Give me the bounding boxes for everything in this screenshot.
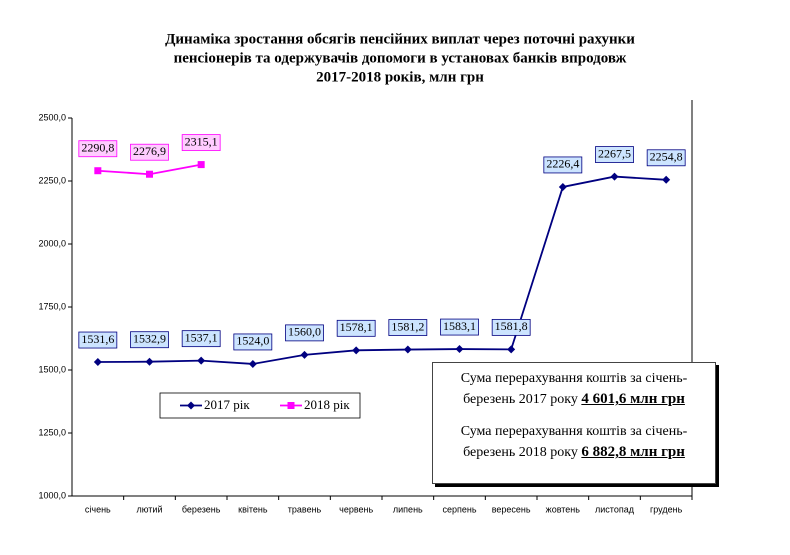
- data-label: 1581,2: [388, 319, 428, 336]
- x-tick-label: липень: [393, 504, 423, 514]
- x-tick-label: лютий: [137, 504, 163, 514]
- data-label: 1578,1: [336, 319, 376, 337]
- data-label-text: 1583,1: [443, 319, 476, 333]
- data-label: 1581,8: [491, 318, 531, 336]
- point: [403, 345, 412, 354]
- data-label-text: 1524,0: [236, 334, 269, 348]
- y-tick-label: 1000,0: [38, 490, 66, 500]
- y-tick-label: 1500,0: [38, 364, 66, 374]
- legend-marker: [187, 401, 195, 410]
- y-tick-label: 1250,0: [38, 427, 66, 437]
- data-label-text: 1537,1: [185, 330, 218, 344]
- chart-title: 2017-2018 років, млн грн: [316, 69, 484, 85]
- data-label-box: [233, 333, 273, 351]
- data-label-box: [181, 330, 221, 348]
- series-line: [97, 175, 667, 365]
- chart-title: пенсіонерів та одержувачів допомоги в ус…: [174, 50, 627, 66]
- chart-title: Динаміка зростання обсягів пенсійних вип…: [165, 31, 635, 47]
- data-label-box: [78, 140, 118, 158]
- data-label-box: [440, 318, 479, 336]
- data-label-text: 1578,1: [340, 320, 373, 334]
- x-tick-label: жовтень: [546, 504, 581, 514]
- data-label: 2267,5: [595, 146, 634, 163]
- x-tick-label: вересень: [492, 504, 531, 514]
- point: [507, 345, 516, 354]
- data-label-text: 2276,9: [133, 144, 166, 158]
- data-label: 2315,1: [181, 134, 221, 151]
- data-label: 2290,8: [78, 140, 118, 158]
- legend-marker: [287, 402, 295, 409]
- annotation: Сума перерахування коштів за січень-бере…: [437, 422, 711, 463]
- x-tick-label: січень: [85, 504, 111, 514]
- point: [94, 167, 102, 175]
- point: [145, 357, 154, 366]
- data-label-text: 1581,2: [391, 319, 424, 333]
- annotation-amount: 4 601,6 млн грн: [581, 391, 685, 407]
- point: [93, 358, 102, 367]
- data-label-box: [388, 319, 428, 336]
- point: [197, 356, 206, 365]
- annotation-box: Сума перерахування коштів за січень-бере…: [432, 362, 716, 484]
- data-label-box: [336, 319, 376, 337]
- data-label: 1524,0: [233, 333, 273, 351]
- data-label-text: 1532,9: [133, 331, 166, 345]
- data-label-box: [543, 156, 583, 174]
- data-label-text: 2226,4: [546, 157, 579, 171]
- annotation-text: Сума перерахування коштів за січень-бере…: [460, 424, 688, 460]
- y-tick-label: 2500,0: [38, 112, 66, 122]
- point: [352, 346, 361, 355]
- data-label-text: 2290,8: [81, 140, 114, 154]
- x-tick-label: листопад: [595, 504, 635, 514]
- legend-label: 2017 рік: [204, 397, 250, 412]
- data-label-box: [78, 331, 118, 349]
- annotation-amount: 6 882,8 млн грн: [581, 444, 685, 460]
- x-tick-label: серпень: [442, 504, 476, 514]
- x-tick-label: травень: [288, 504, 322, 514]
- data-label: 2254,8: [646, 149, 686, 167]
- data-label: 1537,1: [181, 330, 221, 348]
- data-label-text: 1581,8: [495, 319, 528, 333]
- point: [248, 359, 257, 368]
- x-tick-label: березень: [182, 504, 221, 514]
- data-label-text: 2254,8: [650, 150, 683, 164]
- legend-label: 2018 рік: [304, 397, 350, 412]
- data-label-text: 2267,5: [598, 146, 631, 160]
- point: [455, 345, 464, 354]
- data-label-box: [181, 134, 221, 151]
- x-tick-label: квітень: [238, 504, 268, 514]
- point: [197, 161, 205, 169]
- y-tick-label: 2000,0: [38, 238, 66, 248]
- data-label-box: [595, 146, 634, 163]
- data-label-box: [285, 324, 324, 342]
- data-label: 1532,9: [130, 331, 169, 349]
- data-label: 2276,9: [130, 143, 169, 161]
- data-label-box: [491, 318, 531, 336]
- point: [610, 172, 619, 181]
- data-label: 1531,6: [78, 331, 118, 349]
- y-tick-label: 2250,0: [38, 175, 66, 185]
- data-label-box: [130, 143, 169, 161]
- data-label: 2226,4: [543, 156, 583, 174]
- annotation-text: Сума перерахування коштів за січень-бере…: [460, 371, 688, 407]
- point: [146, 170, 153, 178]
- point: [558, 182, 567, 191]
- data-label-box: [646, 149, 686, 167]
- data-label: 1583,1: [440, 318, 479, 336]
- data-label: 1560,0: [285, 324, 324, 342]
- data-label-text: 1560,0: [288, 325, 321, 339]
- data-label-text: 1531,6: [81, 332, 114, 346]
- data-label-text: 2315,1: [185, 134, 218, 148]
- point: [300, 350, 309, 359]
- annotation: Сума перерахування коштів за січень-бере…: [437, 369, 711, 410]
- x-tick-label: грудень: [650, 504, 683, 514]
- y-tick-label: 1750,0: [38, 301, 66, 311]
- point: [662, 175, 671, 184]
- data-label-box: [130, 331, 169, 349]
- x-tick-label: червень: [339, 504, 373, 514]
